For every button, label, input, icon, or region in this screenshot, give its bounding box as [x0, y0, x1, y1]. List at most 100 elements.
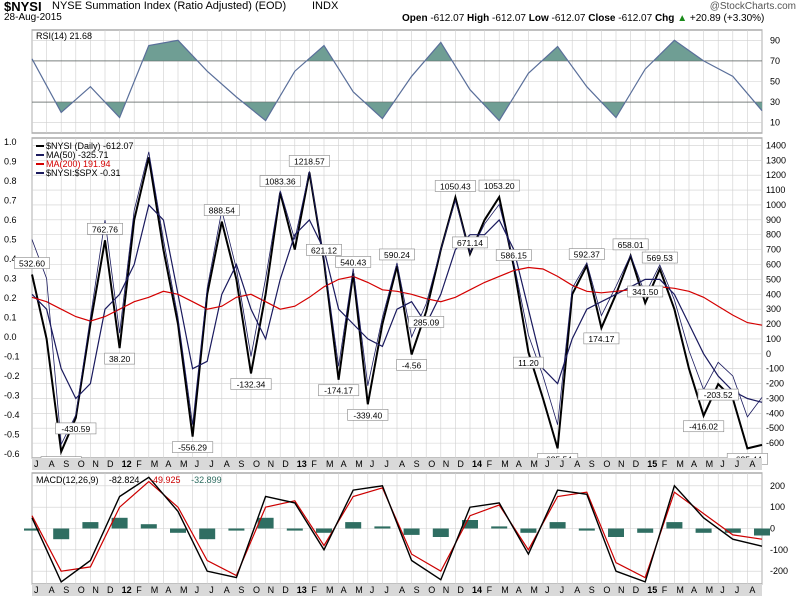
price-right-tick-label: 1100	[766, 185, 785, 195]
macd-histogram-bar	[608, 528, 624, 537]
price-annotation-label: -430.59	[61, 424, 90, 434]
date-axis-label: J	[735, 459, 740, 469]
price-right-tick-label: -600	[766, 438, 784, 448]
date-axis-band	[32, 458, 762, 470]
macd-histogram-bar	[578, 528, 595, 531]
price-right-tick-label: -400	[766, 408, 784, 418]
date-axis-label: S	[589, 459, 595, 469]
date-axis-label: D	[633, 459, 640, 469]
chg-value: +20.89 (+3.30%)	[689, 13, 765, 24]
date-axis-label: S	[589, 585, 595, 595]
price-annotation-label: -203.52	[704, 390, 733, 400]
price-annotation-label: 532.60	[19, 259, 45, 269]
date-axis-label: F	[487, 459, 493, 469]
date-axis-label: S	[63, 459, 69, 469]
macd-histogram-bar	[82, 522, 99, 529]
date-axis-label: A	[399, 459, 405, 469]
macd-histogram-bar	[520, 528, 537, 533]
macd-histogram-bar	[111, 517, 128, 529]
rsi-tick-label: 70	[770, 56, 780, 66]
date-axis-label: J	[560, 459, 565, 469]
quote-date: 28-Aug-2015	[4, 12, 62, 23]
rsi-legend: RSI(14) 21.68	[36, 31, 92, 41]
date-axis-label: A	[165, 459, 171, 469]
date-axis-label: A	[399, 585, 405, 595]
price-right-tick-label: -100	[766, 364, 784, 374]
date-axis-label: J	[195, 459, 200, 469]
price-left-tick-label: 0.9	[4, 157, 17, 167]
price-annotation-box	[513, 356, 544, 369]
macd-histogram-bar	[754, 528, 770, 536]
price-left-tick-label: 0.8	[4, 176, 17, 186]
date-axis-label: 13	[297, 459, 307, 469]
date-axis-label: D	[107, 459, 114, 469]
date-axis-label: F	[662, 459, 668, 469]
price-annotation-box	[612, 238, 649, 251]
price-left-tick-label: 0.7	[4, 196, 17, 206]
price-annotation-label: 586.15	[501, 251, 527, 261]
price-right-tick-label: -500	[766, 423, 784, 433]
price-annotation-label: 540.43	[340, 257, 366, 267]
date-axis-label: N	[92, 585, 99, 595]
price-right-tick-label: 1300	[766, 155, 786, 165]
price-annotation-box	[104, 352, 135, 365]
macd-histogram-bar	[199, 528, 216, 540]
price-annotation-box	[259, 175, 301, 187]
date-axis-label: A	[516, 585, 522, 595]
price-left-tick-label: 0.1	[4, 313, 17, 323]
price-right-tick-label: 200	[766, 319, 781, 329]
date-axis-label: 13	[297, 585, 307, 595]
price-right-tick-label: 300	[766, 304, 781, 314]
date-axis-label: O	[78, 585, 85, 595]
date-axis-label: J	[34, 585, 39, 595]
price-annotation-box	[347, 409, 389, 421]
rsi-oversold-fill	[32, 102, 762, 121]
date-axis-label: J	[34, 459, 39, 469]
price-left-tick-label: -0.5	[4, 430, 20, 440]
date-axis-label: F	[662, 585, 668, 595]
price-left-tick-label: 0.0	[4, 332, 17, 342]
date-axis-label: A	[691, 585, 697, 595]
date-axis-label: J	[370, 585, 375, 595]
price-annotation-box	[318, 384, 360, 397]
high-label: High	[467, 13, 490, 24]
date-axis-label: A	[691, 459, 697, 469]
price-annotation-box	[203, 204, 240, 216]
price-annotation-box	[478, 179, 520, 192]
price-right-tick-label: -200	[766, 379, 784, 389]
price-annotation-label: 11.20	[518, 358, 539, 368]
date-axis-label: J	[720, 585, 725, 595]
date-axis-label: A	[341, 459, 347, 469]
date-axis-label: M	[180, 585, 188, 595]
macd-histogram-bar	[491, 526, 508, 529]
price-annotation-box	[627, 285, 664, 298]
macd-histogram-bar	[140, 524, 157, 529]
price-left-tick-label: 0.2	[4, 293, 17, 303]
date-axis-label: 14	[472, 459, 482, 469]
price-annotation-box	[379, 248, 415, 261]
price-left-tick-label: 0.4	[4, 254, 17, 264]
macd-histogram-bar	[53, 528, 70, 540]
price-annotation-label: 762.76	[92, 224, 118, 234]
price-annotation-label: 285.09	[413, 317, 439, 327]
date-axis-label: 12	[122, 459, 132, 469]
macd-tick-label: 0	[770, 524, 775, 534]
date-axis-label: M	[326, 585, 334, 595]
date-axis-label: O	[253, 459, 260, 469]
date-axis-label: 15	[647, 459, 657, 469]
price-annotation-box	[396, 359, 427, 371]
macd-histogram-bar	[286, 528, 303, 531]
price-annotation-label: 592.37	[574, 250, 600, 260]
date-axis-label: N	[618, 585, 625, 595]
date-axis-label: 14	[472, 585, 482, 595]
date-axis-label: O	[428, 585, 435, 595]
date-axis-label: A	[165, 585, 171, 595]
macd-line	[31, 476, 763, 583]
date-axis-label: J	[384, 585, 389, 595]
price-right-tick-label: 100	[766, 334, 781, 344]
date-axis-label: S	[414, 585, 420, 595]
date-axis-label: M	[501, 585, 509, 595]
date-axis-label: N	[443, 585, 450, 595]
high-value: -612.07	[492, 13, 526, 24]
